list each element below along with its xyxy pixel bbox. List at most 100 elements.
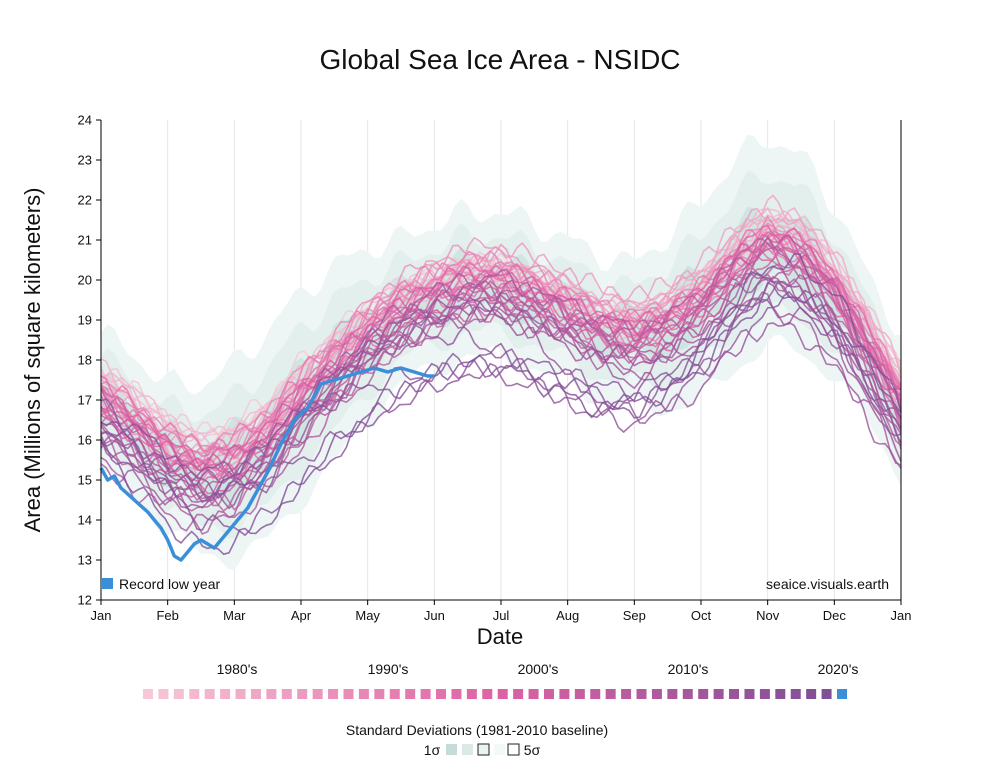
- year-series-line: [100, 243, 901, 460]
- year-color-swatch: [590, 689, 601, 699]
- year-color-swatch: [466, 689, 477, 699]
- year-series-line: [100, 245, 902, 512]
- year-color-swatch: [374, 689, 385, 699]
- x-tick-label: Mar: [223, 608, 246, 623]
- year-color-swatch: [775, 689, 786, 699]
- x-tick-label: Dec: [823, 608, 847, 623]
- year-color-swatch: [559, 689, 570, 699]
- year-color-swatch: [698, 689, 709, 699]
- year-color-swatch: [837, 689, 847, 699]
- std-swatch-2: [462, 744, 473, 755]
- y-tick-label: 14: [78, 513, 92, 528]
- year-color-swatch: [220, 689, 231, 699]
- std-swatch-3: [477, 743, 490, 756]
- axis-layer: 12 13 14 15 16 17 18 19 20 21 22 23 24 Jan Feb Mar Apr Ma…: [78, 113, 912, 624]
- std-swatch-1: [446, 744, 457, 755]
- year-color-swatch: [204, 689, 215, 699]
- watermark: seaice.visuals.earth: [766, 576, 889, 592]
- record-low-layer: [99, 366, 435, 562]
- x-tick-label: Jan: [891, 608, 912, 623]
- year-series-line: [100, 292, 902, 504]
- year-color-swatch: [543, 689, 554, 699]
- year-series-line: [100, 271, 902, 506]
- year-color-swatch: [528, 689, 539, 699]
- year-color-swatch: [790, 689, 801, 699]
- x-tick-label: Apr: [291, 608, 312, 623]
- std-legend-1sigma: 1σ: [424, 742, 441, 758]
- x-tick-label: Jan: [91, 608, 112, 623]
- x-tick-label: Feb: [156, 608, 178, 623]
- year-color-swatch: [729, 689, 740, 699]
- year-color-swatch: [451, 689, 462, 699]
- x-tick-label: Aug: [556, 608, 579, 623]
- year-color-swatch: [143, 689, 153, 699]
- year-color-swatch: [297, 689, 308, 699]
- decade-label: 2010's: [668, 661, 709, 677]
- year-series-line: [100, 280, 902, 502]
- y-tick-label: 24: [78, 113, 92, 128]
- y-tick-label: 21: [78, 233, 92, 248]
- year-color-swatch: [266, 689, 277, 699]
- decade-label: 2020's: [818, 661, 859, 677]
- year-series-line: [100, 252, 902, 556]
- year-color-swatch: [389, 689, 400, 699]
- x-tick-label: May: [355, 608, 380, 623]
- year-color-swatch: [574, 689, 585, 699]
- year-color-swatch: [744, 689, 755, 699]
- year-color-swatch: [759, 689, 770, 699]
- year-series-line: [100, 231, 902, 472]
- x-axis-label: Date: [477, 624, 523, 649]
- x-tick-label: Sep: [623, 608, 646, 623]
- year-color-swatch: [343, 689, 354, 699]
- year-color-swatch: [667, 689, 678, 699]
- year-color-swatch: [235, 689, 246, 699]
- y-tick-label: 19: [78, 313, 92, 328]
- std-legend-5sigma: 5σ: [524, 742, 541, 758]
- year-color-swatch: [497, 689, 508, 699]
- decade-labels: 1980's 1990's 2000's 2010's 2020's: [217, 661, 859, 677]
- y-tick-label: 16: [78, 433, 92, 448]
- y-tick-label: 23: [78, 153, 92, 168]
- year-color-swatch: [651, 689, 662, 699]
- year-color-swatch: [636, 689, 647, 699]
- year-color-swatch: [713, 689, 724, 699]
- y-tick-label: 17: [78, 393, 92, 408]
- year-color-swatch: [173, 689, 184, 699]
- year-series-line: [100, 281, 902, 537]
- year-color-swatch: [482, 689, 493, 699]
- year-series-line: [100, 297, 902, 510]
- year-color-swatch: [158, 689, 169, 699]
- decade-label: 1980's: [217, 661, 258, 677]
- std-legend-title: Standard Deviations (1981-2010 baseline): [346, 722, 608, 738]
- year-color-swatch: [436, 689, 447, 699]
- year-color-swatch: [328, 689, 339, 699]
- legend-label: Record low year: [119, 576, 220, 592]
- x-tick-label: Jun: [424, 608, 445, 623]
- chart-title: Global Sea Ice Area - NSIDC: [319, 44, 680, 75]
- std-swatch-5: [507, 743, 520, 756]
- year-color-swatch: [358, 689, 369, 699]
- y-tick-label: 18: [78, 353, 92, 368]
- year-color-swatch: [312, 689, 323, 699]
- decade-label: 2000's: [518, 661, 559, 677]
- year-color-swatch: [513, 689, 524, 699]
- series-layer: [100, 194, 902, 556]
- std-swatch-4: [494, 744, 505, 755]
- year-color-scale: [143, 689, 847, 699]
- year-color-swatch: [605, 689, 616, 699]
- year-color-swatch: [621, 689, 632, 699]
- std-band: [101, 170, 901, 539]
- year-color-swatch: [806, 689, 817, 699]
- y-tick-label: 15: [78, 473, 92, 488]
- x-tick-label: Oct: [691, 608, 712, 623]
- legend-swatch: [102, 578, 113, 589]
- y-tick-label: 20: [78, 273, 92, 288]
- year-color-swatch: [405, 689, 416, 699]
- x-tick-label: Jul: [493, 608, 510, 623]
- year-color-swatch: [420, 689, 431, 699]
- x-tick-label: Nov: [756, 608, 780, 623]
- year-series-line: [100, 290, 902, 500]
- year-series-line: [100, 230, 902, 477]
- year-color-swatch: [281, 689, 292, 699]
